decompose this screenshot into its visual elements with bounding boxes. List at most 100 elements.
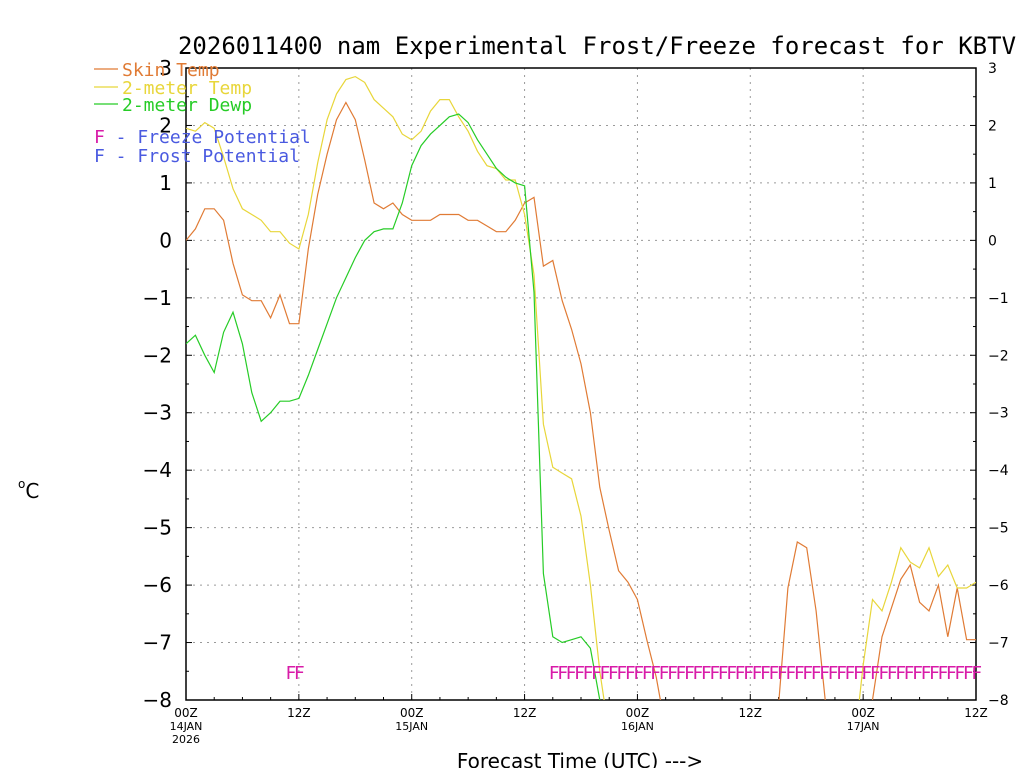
freeze-potential-mark: F <box>954 663 965 684</box>
freeze-potential-mark: F <box>701 663 712 684</box>
freeze-potential-mark: F <box>599 663 610 684</box>
celsius-unit: C <box>25 479 39 503</box>
legend-freeze-potential: F - Freeze Potential <box>94 127 311 148</box>
y-tick-label: −8 <box>143 688 172 712</box>
degree-symbol: o <box>18 477 25 491</box>
y-tick-label-right: −2 <box>988 348 1009 364</box>
x-tick-label: 12Z <box>513 706 537 720</box>
x-tick-year: 2026 <box>172 733 200 746</box>
y-tick-label: −2 <box>143 343 172 367</box>
freeze-potential-mark: F <box>294 663 305 684</box>
y-axis-label: oC <box>18 477 39 503</box>
x-tick-label: 12Z <box>739 706 763 720</box>
chart-title: 2026011400 nam Experimental Frost/Freeze… <box>178 32 1016 60</box>
freeze-potential-mark: F <box>633 663 644 684</box>
x-tick-date: 14JAN <box>170 720 203 733</box>
frost-label: - Frost Potential <box>105 146 300 167</box>
y-tick-label-right: 2 <box>988 118 997 134</box>
freeze-letter: F <box>94 127 105 148</box>
freeze-potential-mark: F <box>642 663 653 684</box>
y-tick-label: 1 <box>159 171 172 195</box>
x-axis-label: Forecast Time (UTC) ---> <box>457 749 703 768</box>
freeze-potential-mark: F <box>853 663 864 684</box>
y-tick-label-right: −7 <box>988 636 1009 652</box>
freeze-potential-mark: F <box>608 663 619 684</box>
legend: Skin Temp 2-meter Temp 2-meter Dewp F - … <box>94 60 311 167</box>
y-tick-label-right: −6 <box>988 578 1009 594</box>
freeze-potential-mark: F <box>718 663 729 684</box>
y-tick-label: −7 <box>143 631 172 655</box>
freeze-potential-mark: F <box>650 663 661 684</box>
y-tick-label-right: −1 <box>988 291 1009 307</box>
freeze-potential-mark: F <box>684 663 695 684</box>
y-tick-label: −5 <box>143 516 172 540</box>
y-tick-label: −4 <box>143 458 172 482</box>
legend-frost-potential: F - Frost Potential <box>94 146 300 167</box>
y-tick-label-right: −8 <box>988 693 1009 709</box>
x-tick-label: 12Z <box>287 706 311 720</box>
freeze-potential-mark: F <box>929 663 940 684</box>
y-tick-label: 2 <box>159 113 172 137</box>
freeze-potential-mark: F <box>709 663 720 684</box>
x-tick-label: 00Z <box>174 706 198 720</box>
freeze-potential-mark: F <box>870 663 881 684</box>
freeze-potential-mark: F <box>676 663 687 684</box>
freeze-potential-mark: F <box>845 663 856 684</box>
freeze-potential-mark: F <box>591 663 602 684</box>
gridlines <box>186 68 976 700</box>
freeze-potential-mark: F <box>692 663 703 684</box>
legend-2m-temp: 2-meter Temp <box>122 78 252 99</box>
y-tick-label-right: 0 <box>988 233 997 249</box>
y-tick-label-right: −5 <box>988 521 1009 537</box>
freeze-potential-mark: F <box>937 663 948 684</box>
freeze-potential-marks: FF FFFFFFFFFFFFFFFFFFFFFFFFFFFFFFFFFFFFFF… <box>285 663 982 684</box>
x-tick-date: 15JAN <box>395 720 428 733</box>
freeze-potential-mark: F <box>625 663 636 684</box>
freeze-potential-mark: F <box>583 663 594 684</box>
legend-skin-temp: Skin Temp <box>122 60 220 81</box>
series-line-2-meter-dewp <box>186 113 601 700</box>
freeze-potential-mark: F <box>557 663 568 684</box>
frost-letter: F <box>94 146 105 167</box>
freeze-potential-mark: F <box>921 663 932 684</box>
series-line-skin-temp <box>186 101 976 700</box>
freeze-potential-mark: F <box>743 663 754 684</box>
freeze-potential-mark: F <box>549 663 560 684</box>
y-tick-label: −3 <box>143 401 172 425</box>
freeze-potential-mark: F <box>566 663 577 684</box>
freeze-potential-mark: F <box>667 663 678 684</box>
y-axis-ticks: 3 3 2 2 1 1 0 0 −1 −1 −2 −2 −3 −3 −4 −4 −5 −5 −6 −6 −7 −7 −8 −8 <box>143 56 1009 712</box>
y-tick-label-right: 1 <box>988 176 997 192</box>
freeze-potential-mark: F <box>659 663 670 684</box>
freeze-potential-mark: F <box>878 663 889 684</box>
freeze-potential-mark: F <box>752 663 763 684</box>
freeze-potential-mark: F <box>726 663 737 684</box>
x-tick-label: 00Z <box>626 706 650 720</box>
y-tick-label: 3 <box>159 56 172 80</box>
y-tick-label-right: 3 <box>988 61 997 77</box>
freeze-potential-mark: F <box>836 663 847 684</box>
freeze-potential-mark: F <box>963 663 974 684</box>
freeze-potential-mark: F <box>946 663 957 684</box>
y-tick-label-right: −4 <box>988 463 1009 479</box>
y-tick-label: 0 <box>159 228 172 252</box>
freeze-potential-mark: F <box>861 663 872 684</box>
freeze-potential-mark: F <box>760 663 771 684</box>
x-tick-label: 12Z <box>964 706 988 720</box>
x-tick-date: 17JAN <box>847 720 880 733</box>
x-tick-date: 16JAN <box>621 720 654 733</box>
freeze-potential-mark: F <box>802 663 813 684</box>
freeze-potential-mark: F <box>912 663 923 684</box>
freeze-potential-mark: F <box>819 663 830 684</box>
freeze-potential-mark: F <box>574 663 585 684</box>
freeze-potential-mark: F <box>971 663 982 684</box>
freeze-potential-mark: F <box>777 663 788 684</box>
freeze-potential-mark: F <box>616 663 627 684</box>
legend-2m-dewp: 2-meter Dewp <box>122 95 252 116</box>
freeze-potential-mark: F <box>887 663 898 684</box>
freeze-potential-mark: F <box>768 663 779 684</box>
y-tick-label: −1 <box>143 286 172 310</box>
freeze-potential-mark: F <box>811 663 822 684</box>
y-tick-label: −6 <box>143 573 172 597</box>
